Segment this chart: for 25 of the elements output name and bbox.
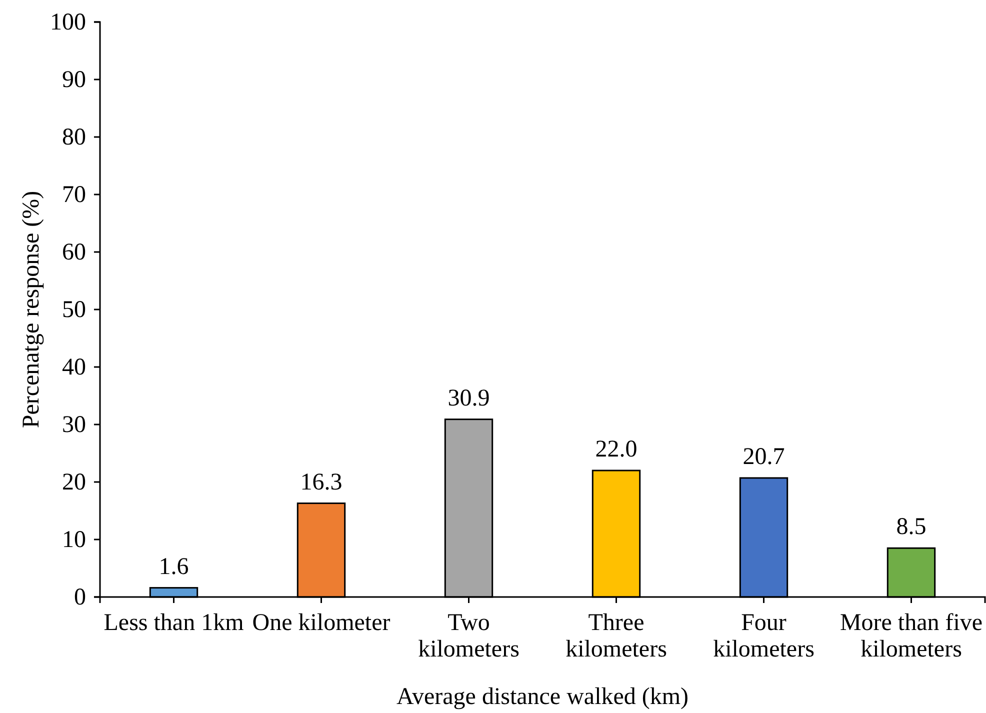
y-tick-label: 0 <box>74 584 86 611</box>
y-tick-label: 50 <box>62 297 86 324</box>
y-tick-label: 10 <box>62 527 86 554</box>
x-tick-label: One kilometer <box>252 610 390 636</box>
y-tick-label: 70 <box>62 182 86 208</box>
x-tick-label: Four kilometers <box>713 610 814 662</box>
x-tick-label: More than five kilometers <box>840 610 983 662</box>
data-label: 1.6 <box>158 554 189 580</box>
y-tick-label: 30 <box>62 412 86 438</box>
data-label: 16.3 <box>300 469 342 496</box>
x-axis-title: Average distance walked (km) <box>396 684 689 710</box>
x-tick-label: Two kilometers <box>418 610 520 662</box>
x-tick-label: Less than 1km <box>104 610 244 636</box>
y-axis-title: Percenatge response (%) <box>18 190 44 428</box>
y-tick-label: 80 <box>62 124 86 151</box>
y-tick-label: 60 <box>62 240 86 266</box>
x-tick-label: Three kilometers <box>566 610 667 662</box>
y-tick-label: 90 <box>62 67 86 94</box>
data-label: 8.5 <box>896 514 926 540</box>
y-tick-label: 40 <box>62 354 86 381</box>
data-label: 22.0 <box>595 436 638 462</box>
data-label: 20.7 <box>742 444 785 470</box>
data-label: 30.9 <box>448 385 490 412</box>
y-tick-label: 100 <box>50 10 86 36</box>
y-tick-label: 20 <box>62 470 86 496</box>
